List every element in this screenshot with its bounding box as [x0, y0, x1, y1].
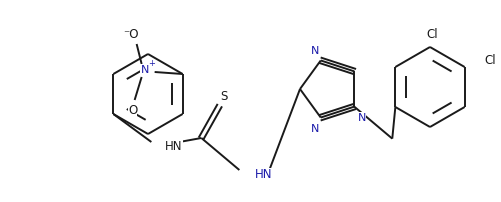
- Text: HN: HN: [256, 168, 273, 181]
- Text: S: S: [220, 89, 228, 102]
- Text: N: N: [140, 65, 149, 75]
- Text: N: N: [311, 46, 319, 56]
- Text: O: O: [128, 104, 137, 117]
- Text: N: N: [358, 112, 366, 122]
- Text: +: +: [148, 58, 155, 67]
- Text: Cl: Cl: [484, 53, 496, 66]
- Text: N: N: [311, 123, 319, 133]
- Text: Cl: Cl: [426, 27, 438, 40]
- Text: ⁻O: ⁻O: [123, 28, 138, 41]
- Text: HN: HN: [165, 140, 183, 153]
